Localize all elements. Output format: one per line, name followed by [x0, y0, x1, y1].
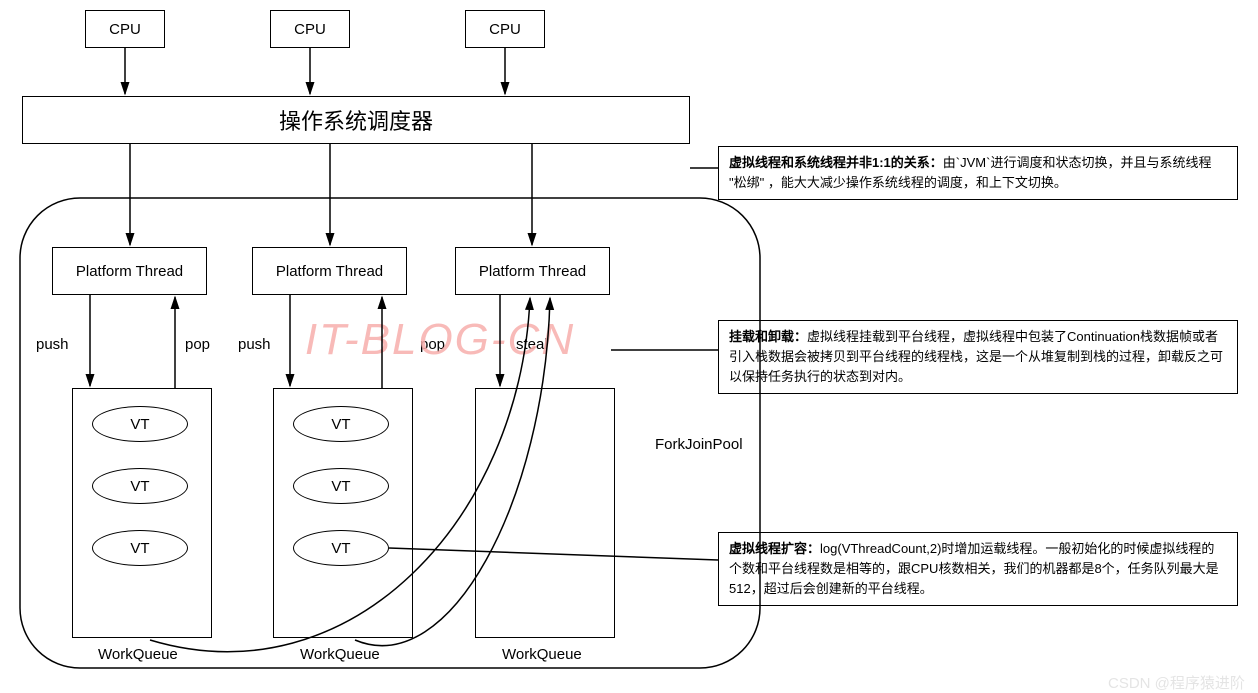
- cpu-label: CPU: [109, 21, 141, 38]
- cpu-box-0: CPU: [85, 10, 165, 48]
- vt-label: VT: [130, 416, 149, 433]
- os-scheduler-label: 操作系统调度器: [279, 104, 433, 136]
- pop-label-0: pop: [185, 336, 210, 353]
- workqueue-2: [475, 388, 615, 638]
- vt-label: VT: [130, 540, 149, 557]
- cpu-label: CPU: [294, 21, 326, 38]
- workqueue-label-1: WorkQueue: [300, 646, 380, 663]
- push-label-0: push: [36, 336, 69, 353]
- vt-label: VT: [331, 540, 350, 557]
- vt-4: VT: [293, 468, 389, 504]
- vt-0: VT: [92, 406, 188, 442]
- annotation-mount: 挂载和卸载：虚拟线程挂载到平台线程，虚拟线程中包装了Continuation栈数…: [718, 320, 1238, 394]
- watermark-footer: CSDN @程序猿进阶: [1108, 672, 1245, 693]
- workqueue-label-2: WorkQueue: [502, 646, 582, 663]
- cpu-box-1: CPU: [270, 10, 350, 48]
- annotation-vt-ratio: 虚拟线程和系统线程并非1:1的关系：由`JVM`进行调度和状态切换，并且与系统线…: [718, 146, 1238, 200]
- platform-thread-2: Platform Thread: [455, 247, 610, 295]
- vt-label: VT: [331, 416, 350, 433]
- annotation-strong: 虚拟线程和系统线程并非1:1的关系：: [729, 155, 943, 170]
- cpu-box-2: CPU: [465, 10, 545, 48]
- platform-thread-0: Platform Thread: [52, 247, 207, 295]
- pt-label: Platform Thread: [479, 263, 586, 280]
- annotation-expand: 虚拟线程扩容：log(VThreadCount,2)时增加运载线程。一般初始化的…: [718, 532, 1238, 606]
- pt-label: Platform Thread: [76, 263, 183, 280]
- workqueue-label-0: WorkQueue: [98, 646, 178, 663]
- platform-thread-1: Platform Thread: [252, 247, 407, 295]
- vt-label: VT: [130, 478, 149, 495]
- os-scheduler-box: 操作系统调度器: [22, 96, 690, 144]
- pt-label: Platform Thread: [276, 263, 383, 280]
- forkjoinpool-label: ForkJoinPool: [655, 436, 743, 453]
- vt-5: VT: [293, 530, 389, 566]
- cpu-label: CPU: [489, 21, 521, 38]
- vt-3: VT: [293, 406, 389, 442]
- annotation-strong: 虚拟线程扩容：: [729, 541, 820, 556]
- vt-label: VT: [331, 478, 350, 495]
- watermark-center: IT-BLOG-CN: [305, 315, 575, 365]
- push-label-1: push: [238, 336, 271, 353]
- annotation-strong: 挂载和卸载：: [729, 329, 807, 344]
- vt-2: VT: [92, 530, 188, 566]
- vt-1: VT: [92, 468, 188, 504]
